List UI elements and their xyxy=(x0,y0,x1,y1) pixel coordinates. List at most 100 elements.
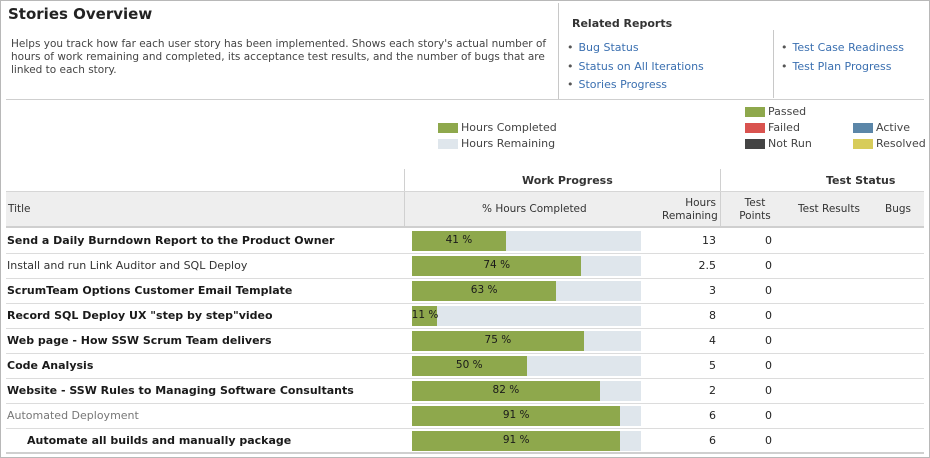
table-bottom-line xyxy=(6,452,924,454)
table-row: Website - SSW Rules to Managing Software… xyxy=(6,378,924,404)
hours-remaining: 4 xyxy=(709,334,716,347)
test-points: 0 xyxy=(765,284,772,297)
hours-remaining: 6 xyxy=(709,409,716,422)
link-status-all-iterations[interactable]: Status on All Iterations xyxy=(567,60,704,73)
test-points: 0 xyxy=(765,409,772,422)
link-bug-status[interactable]: Bug Status xyxy=(567,41,639,54)
group-work-progress: Work Progress xyxy=(522,174,613,187)
test-points: 0 xyxy=(765,234,772,247)
table-row: Automate all builds and manually package… xyxy=(6,428,924,454)
progress-bar: 50 % xyxy=(412,356,641,376)
story-title[interactable]: Automate all builds and manually package xyxy=(27,434,292,447)
legend-hours-completed: Hours Completed xyxy=(461,121,557,134)
progress-bar-fill xyxy=(412,281,557,301)
legend-swatch-resolved xyxy=(853,139,873,149)
page-title: Stories Overview xyxy=(8,5,153,23)
header-top-line xyxy=(6,191,924,192)
link-test-case-readiness[interactable]: Test Case Readiness xyxy=(781,41,904,54)
related-reports-heading: Related Reports xyxy=(572,17,673,30)
table-row: Web page - How SSW Scrum Team delivers 75… xyxy=(6,328,924,354)
col-test-results[interactable]: Test Results xyxy=(798,203,860,215)
legend-passed: Passed xyxy=(768,105,807,118)
legend-hours-remaining: Hours Remaining xyxy=(461,137,556,150)
header-bottom-line xyxy=(6,226,924,228)
story-title[interactable]: Website - SSW Rules to Managing Software… xyxy=(7,384,354,397)
col-test-points[interactable]: Test Points xyxy=(739,197,771,222)
progress-label: 41 % xyxy=(445,234,473,246)
progress-label: 82 % xyxy=(492,384,520,396)
progress-bar-fill xyxy=(412,331,584,351)
progress-label: 75 % xyxy=(484,334,512,346)
story-title[interactable]: Code Analysis xyxy=(7,359,94,372)
legend-failed: Failed xyxy=(768,121,800,134)
progress-bar-fill xyxy=(412,231,506,251)
legend-not-run: Not Run xyxy=(768,137,812,150)
hours-remaining: 3 xyxy=(709,284,716,297)
story-title[interactable]: Install and run Link Auditor and SQL Dep… xyxy=(7,259,248,272)
progress-bar-fill xyxy=(412,356,527,376)
story-title[interactable]: Record SQL Deploy UX "step by step"video xyxy=(7,309,273,322)
hours-remaining: 6 xyxy=(709,434,716,447)
story-title[interactable]: Send a Daily Burndown Report to the Prod… xyxy=(7,234,335,247)
hours-remaining: 2.5 xyxy=(698,259,717,272)
col-hours-remaining[interactable]: Hours Remaining xyxy=(662,197,718,222)
story-title[interactable]: Automated Deployment xyxy=(7,409,139,422)
link-test-plan-progress[interactable]: Test Plan Progress xyxy=(781,60,892,73)
legend-swatch-not-run xyxy=(745,139,765,149)
link-stories-progress[interactable]: Stories Progress xyxy=(567,78,668,91)
group-test-status: Test Status xyxy=(826,174,896,187)
progress-bar-fill xyxy=(412,381,600,401)
legend-swatch-passed xyxy=(745,107,765,117)
story-title[interactable]: ScrumTeam Options Customer Email Templat… xyxy=(7,284,293,297)
progress-bar: 91 % xyxy=(412,406,641,426)
progress-bar: 91 % xyxy=(412,431,641,451)
test-points: 0 xyxy=(765,434,772,447)
related-reports-separator xyxy=(773,30,774,98)
hours-remaining: 8 xyxy=(709,309,716,322)
progress-bar-fill xyxy=(412,256,582,276)
legend-swatch-active xyxy=(853,123,873,133)
table-row: ScrumTeam Options Customer Email Templat… xyxy=(6,278,924,304)
col-title[interactable]: Title xyxy=(8,203,31,215)
header-separator xyxy=(558,3,559,99)
col-pct-hours-completed[interactable]: % Hours Completed xyxy=(482,203,587,215)
table-row: Send a Daily Burndown Report to the Prod… xyxy=(6,228,924,254)
hours-remaining: 5 xyxy=(709,359,716,372)
progress-bar: 75 % xyxy=(412,331,641,351)
progress-bar: 11 % xyxy=(412,306,641,326)
test-points: 0 xyxy=(765,309,772,322)
table-row: Code Analysis 50 % 5 0 xyxy=(6,353,924,379)
progress-label: 11 % xyxy=(411,309,439,321)
hours-remaining: 13 xyxy=(702,234,716,247)
progress-label: 91 % xyxy=(502,434,530,446)
progress-label: 91 % xyxy=(502,409,530,421)
header-col-sep-1 xyxy=(404,192,405,226)
progress-bar: 63 % xyxy=(412,281,641,301)
table-header xyxy=(6,192,924,226)
test-points: 0 xyxy=(765,334,772,347)
legend-swatch-hours-remaining xyxy=(438,139,458,149)
legend-active: Active xyxy=(876,121,911,134)
story-title[interactable]: Web page - How SSW Scrum Team delivers xyxy=(7,334,272,347)
progress-bar: 74 % xyxy=(412,256,641,276)
progress-bar: 82 % xyxy=(412,381,641,401)
progress-label: 63 % xyxy=(470,284,498,296)
progress-bar-fill xyxy=(412,306,438,326)
legend-swatch-hours-completed xyxy=(438,123,458,133)
report-description: Helps you track how far each user story … xyxy=(11,38,547,76)
col-bugs[interactable]: Bugs xyxy=(885,203,911,215)
test-points: 0 xyxy=(765,259,772,272)
legend-swatch-failed xyxy=(745,123,765,133)
table-row: Record SQL Deploy UX "step by step"video… xyxy=(6,303,924,329)
legend-resolved: Resolved xyxy=(876,137,926,150)
progress-label: 74 % xyxy=(483,259,511,271)
header-divider xyxy=(6,99,924,100)
progress-bar-fill xyxy=(412,406,621,426)
test-points: 0 xyxy=(765,359,772,372)
hours-remaining: 2 xyxy=(709,384,716,397)
progress-label: 50 % xyxy=(455,359,483,371)
test-points: 0 xyxy=(765,384,772,397)
header-col-sep-2 xyxy=(720,192,721,226)
progress-bar-fill xyxy=(412,431,621,451)
table-row: Automated Deployment 91 % 6 0 xyxy=(6,403,924,429)
